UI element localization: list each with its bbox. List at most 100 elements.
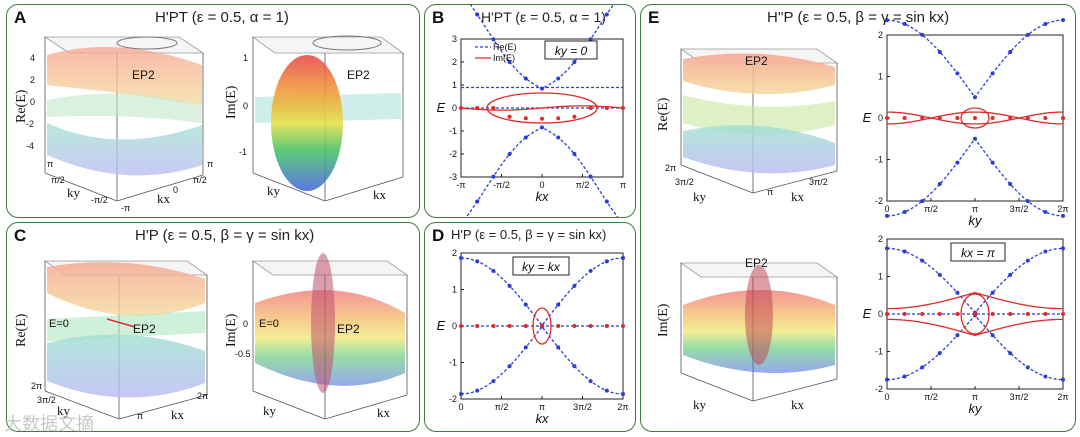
- panel-e-bottom-point: [885, 246, 889, 251]
- panel-a-ky-tick-1: π/2: [51, 175, 65, 185]
- panel-b-re-point: [523, 76, 528, 81]
- panel-e-top-ytick-label: -1: [875, 155, 883, 165]
- panel-d-im-point: [491, 324, 496, 328]
- panel-b-re-point: [491, 174, 496, 179]
- panel-c-kx-tick-2: 2π: [197, 391, 208, 401]
- panel-e-top-point: [955, 160, 960, 165]
- panel-e-title: H''P (ε = 0.5, β = γ = sin kx): [767, 9, 950, 26]
- panel-e-bottom-point: [1061, 377, 1065, 382]
- panel-b-ytick-label: 3: [452, 34, 457, 44]
- panel-b-ky-box-label: ky = 0: [555, 44, 588, 58]
- panel-e-label: E: [648, 8, 660, 27]
- panel-d-re-branch-down: [461, 325, 623, 395]
- panel-d-re-point: [523, 345, 528, 350]
- panel-d-ytick-label: 1: [452, 285, 457, 295]
- panel-c-kx-axis: kx: [171, 407, 185, 422]
- panel-e-top-red-point: [1008, 116, 1013, 120]
- panel-e-top-red-point: [990, 116, 995, 120]
- panel-d-im-point: [556, 324, 561, 328]
- panel-e-bottom-point: [1025, 365, 1030, 370]
- panel-e-bottom-point: [990, 290, 995, 295]
- panel-b-re-point: [507, 59, 512, 64]
- panel-c-im-ep-label: EP2: [337, 322, 360, 336]
- panel-e-bottom-ytick-label: -1: [875, 347, 883, 357]
- panel-e-top-red-point: [955, 116, 960, 120]
- panel-a-re-tick-4: -4: [26, 141, 34, 151]
- panel-d-re-point: [604, 259, 609, 264]
- panel-c-ky-tick-1: 3π/2: [37, 395, 56, 405]
- panel-b-plot: -π -π/2 0 π/2 π 3 2 1 0 -1 -2 -3 Ekx Re(E)Im(E) ky = 0: [437, 5, 626, 217]
- panel-e-im-axis: Im(E): [656, 303, 671, 337]
- panel-e-bottom-red-point: [1043, 312, 1048, 316]
- panel-d-xtick-label: π: [539, 402, 545, 412]
- panel-d-xtick-label: 0: [458, 402, 463, 412]
- panel-a-im-tick-0: 1: [243, 53, 248, 63]
- panel-b-im-point: [540, 116, 544, 121]
- panel-a-im-ep-label: EP2: [347, 68, 370, 82]
- panel-d-xtick-label: 2π: [617, 402, 628, 412]
- panel-b-xtick-label: 0: [539, 180, 544, 190]
- panel-e-top-point: [1061, 18, 1065, 23]
- panel-e-bottom-red-down: [887, 318, 1063, 337]
- panel-e-kx-tick-1: 3π/2: [809, 177, 828, 187]
- panel-b-ky-box: [544, 40, 598, 60]
- panel-a-ky-axis: ky: [67, 185, 81, 200]
- panel-c-im-e0-label: E=0: [259, 318, 279, 330]
- panel-b-ytick-label: -1: [449, 126, 457, 136]
- panel-a-im-ky-axis: ky: [267, 183, 281, 198]
- panel-b-im-point: [621, 106, 625, 110]
- panel-b-legend-re: Re(E): [493, 42, 517, 52]
- panel-e-top-point: [955, 71, 960, 76]
- panel-e-top-red-point: [1043, 116, 1048, 120]
- panel-b-re-point: [604, 12, 609, 17]
- panel-b-re-point: [572, 59, 577, 64]
- panel-e-kx-tick-0: π: [767, 187, 773, 197]
- panel-e-im-kx-axis: kx: [791, 397, 805, 412]
- panel-e-top-point: [990, 71, 995, 76]
- panel-a-label: A: [14, 8, 27, 27]
- panel-e-bottom-xtick-label: π: [972, 392, 978, 402]
- panel-e-bottom-ytick-label: 2: [878, 234, 883, 244]
- panel-d-ytick-label: 0: [452, 321, 457, 331]
- panel-e-bottom-point: [902, 374, 907, 379]
- panel-e-bottom-point: [955, 290, 960, 295]
- panel-d-re-point: [491, 268, 496, 273]
- panel-d-ytick-label: 2: [452, 248, 457, 258]
- panel-b-im-point: [475, 106, 480, 110]
- panel-a-ep-label: EP2: [132, 68, 155, 82]
- panel-d-xtick-label: π/2: [495, 402, 509, 412]
- panel-e-top-point: [902, 210, 907, 215]
- panel-b-title: H'PT (ε = 0.5, α = 1): [481, 9, 606, 25]
- panel-c-im-axis: Im(E): [224, 313, 239, 347]
- panel-e-top-red-point: [973, 116, 977, 120]
- panel-d-im-point: [459, 324, 463, 328]
- panel-d-ylabel: E: [437, 318, 446, 333]
- panel-d-im-point: [588, 324, 593, 328]
- panel-e-surfaces: EP2 Re(E) 2π 3π/2 ky π 3π/2 kx EP2 Im(E)…: [656, 48, 839, 412]
- panel-e-ky-tick-0: 2π: [665, 163, 676, 173]
- panel-b-im-point: [459, 106, 463, 110]
- panel-b-label: B: [432, 8, 445, 27]
- panel-e-top-point: [990, 160, 995, 165]
- panel-d-im-point: [507, 324, 512, 328]
- panel-e-bottom-point: [920, 365, 925, 370]
- panel-e-top-point: [937, 49, 942, 54]
- panel-e-bottom-loop: [960, 293, 990, 335]
- panel-d-re-point: [621, 256, 625, 261]
- panel-b-re-point: [475, 12, 480, 17]
- panel-e-top-point: [1025, 199, 1030, 204]
- panel-d-ytick-label: -1: [449, 358, 457, 368]
- panel-e-top-xtick-label: 2π: [1057, 204, 1068, 214]
- panel-e-top-point: [1061, 213, 1065, 218]
- panel-e-bottom-ytick-label: 1: [878, 272, 883, 282]
- panel-e-top-ytick-label: 2: [878, 30, 883, 40]
- panel-e-bottom-red-up: [887, 291, 1063, 310]
- panel-b-ytick-label: -2: [449, 149, 457, 159]
- panel-b-im-point: [588, 106, 593, 110]
- panel-d-title: H'P (ε = 0.5, β = γ = sin kx): [451, 227, 607, 242]
- panel-b-re-point: [507, 152, 512, 157]
- panel-b-re-point: [572, 152, 577, 157]
- panel-d-re-point: [556, 302, 561, 307]
- panel-e-top-point: [1043, 21, 1048, 26]
- panel-b-xtick-label: π/2: [576, 180, 590, 190]
